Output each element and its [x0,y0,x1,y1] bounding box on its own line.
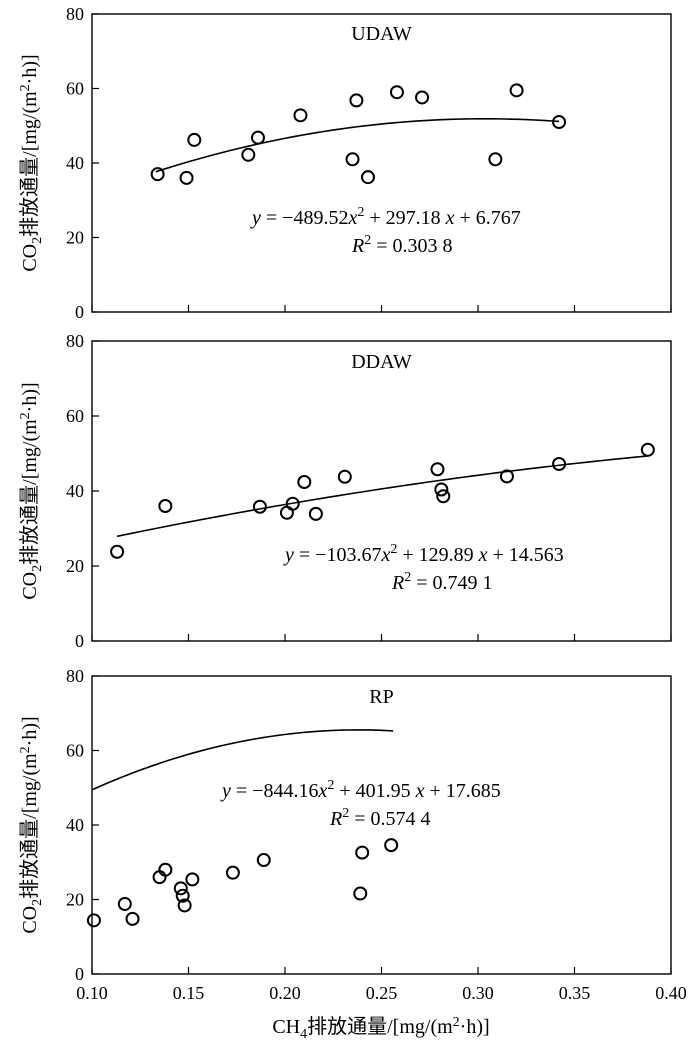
data-point [86,913,101,928]
fit-equation: y = −844.16x2 + 401.95 x + 17.685 [220,778,501,802]
fit-curve [116,455,648,538]
panel-title: DDAW [351,351,412,373]
y-tick-label: 40 [66,481,84,501]
y-tick-label: 0 [75,964,84,984]
panel-udaw: 0 20 40 60 80 UDAW y = −489.52x2 + 297.18 x + … [18,4,672,322]
data-point [293,108,308,123]
x-tick-label: 0.20 [269,983,301,1003]
data-point [436,489,451,504]
fit-equation: y = −103.67x2 + 129.89 x + 14.563 [283,542,564,566]
x-axis-label: CH4排放通量/[mg/(m2·h)] [272,1015,489,1042]
panel-rp: 0 20 40 60 80 0.10 0.15 0.20 0.25 0.30 0.35 0.40 RP y… [18,666,687,1003]
data-point [252,499,267,514]
data-point [552,457,567,471]
data-point [185,872,200,887]
data-point [337,469,352,484]
x-tick-label: 0.25 [366,983,398,1003]
data-point [177,898,192,913]
data-point [187,132,202,147]
data-point [225,865,240,880]
data-point [173,881,188,896]
data-point [640,442,655,457]
x-tick-label: 0.30 [462,983,494,1003]
data-point [360,170,375,185]
data-point [552,115,567,130]
y-tick-label: 0 [75,302,84,322]
fit-curve [155,117,560,173]
data-point [308,506,323,521]
panel-title: UDAW [351,23,412,45]
data-point [241,147,256,162]
y-tick-label: 40 [66,153,84,173]
data-point [430,462,445,477]
r-squared: R2 = 0.303 8 [351,233,453,257]
data-point [110,544,125,559]
data-point [509,83,524,98]
data-point [488,152,503,167]
data-point [150,167,165,182]
data-point [158,862,173,877]
y-tick-label: 60 [66,406,84,426]
panel-title: RP [369,686,393,708]
data-point [256,853,271,868]
x-tick-label: 0.40 [655,983,687,1003]
y-tick-label: 40 [66,815,84,835]
data-point [349,93,364,108]
y-tick-label: 20 [66,890,84,910]
y-axis-label: CO2排放通量/[mg/(m2·h)] [18,382,45,599]
y-axis-label: CO2排放通量/[mg/(m2·h)] [18,54,45,271]
fit-equation: y = −489.52x2 + 297.18 x + 6.767 [250,205,521,229]
data-point [353,886,368,901]
data-point [250,130,265,145]
x-tick-label: 0.15 [173,983,205,1003]
data-point [297,475,312,489]
x-tick-label: 0.35 [559,983,591,1003]
data-point [384,838,399,853]
data-point [389,85,404,100]
data-point [355,845,370,860]
data-point [158,499,173,513]
y-tick-label: 20 [66,556,84,576]
y-tick-label: 80 [66,331,84,351]
data-point [345,152,360,167]
data-point [434,482,449,497]
y-tick-label: 0 [75,631,84,651]
data-point [415,90,430,105]
data-point [117,896,132,911]
r-squared: R2 = 0.574 4 [329,806,431,830]
y-tick-label: 80 [66,4,84,24]
plot-frame [91,340,672,642]
y-tick-label: 20 [66,228,84,248]
data-point [499,469,514,484]
data-point [175,888,190,903]
data-point [125,911,140,926]
r-squared: R2 = 0.749 1 [391,570,493,594]
plot-frame [91,13,672,313]
data-point [285,496,300,511]
panel-ddaw: 0 20 40 60 80 DDAW y = −103.67x2 + 129.89 x + … [18,331,672,651]
y-tick-label: 60 [66,741,84,761]
y-tick-label: 60 [66,79,84,99]
data-point [179,170,194,185]
y-axis-label: CO2排放通量/[mg/(m2·h)] [18,716,45,933]
x-tick-label: 0.10 [76,983,108,1003]
fit-curve [91,729,394,791]
y-tick-label: 80 [66,666,84,686]
